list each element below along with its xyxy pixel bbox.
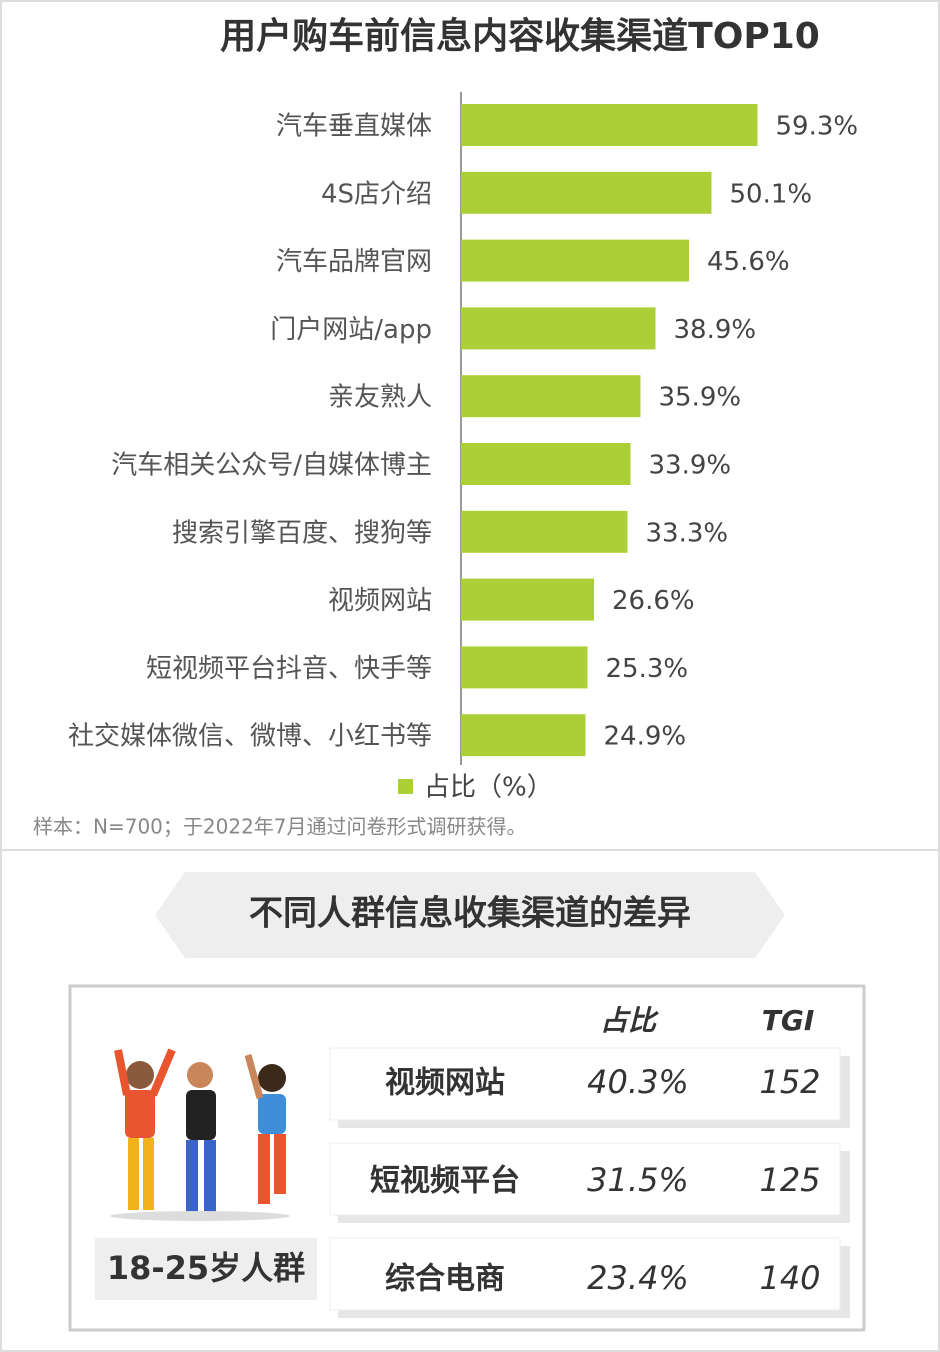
bar bbox=[461, 375, 641, 418]
row-box bbox=[329, 1142, 841, 1216]
value-label: 35.9% bbox=[659, 383, 742, 413]
category-label: 社交媒体微信、微博、小红书等 bbox=[68, 722, 432, 752]
bar bbox=[461, 443, 631, 485]
category-label: 视频网站 bbox=[328, 586, 432, 616]
note: 样本：N=700；于2022年7月通过问卷形式调研获得。 bbox=[33, 815, 527, 839]
group-box bbox=[95, 1238, 317, 1300]
row-tgi: 140 bbox=[759, 1259, 820, 1297]
category-label: 搜索引擎百度、搜狗等 bbox=[172, 518, 432, 548]
table-frame bbox=[68, 984, 866, 1332]
value-label: 50.1% bbox=[730, 179, 813, 209]
value-label: 33.3% bbox=[646, 518, 729, 548]
row-label: 短视频平台 bbox=[370, 1164, 520, 1199]
table-title: 不同人群信息收集渠道的差异 bbox=[249, 894, 691, 934]
banner bbox=[155, 872, 785, 958]
row-tgi: 125 bbox=[759, 1161, 820, 1199]
value-label: 33.9% bbox=[649, 451, 732, 481]
row-tgi: 152 bbox=[759, 1063, 820, 1101]
category-label: 短视频平台抖音、快手等 bbox=[146, 654, 432, 684]
value-label: 26.6% bbox=[612, 586, 695, 616]
value-label: 25.3% bbox=[606, 654, 689, 684]
category-label: 汽车垂直媒体 bbox=[276, 112, 432, 142]
value-label: 24.9% bbox=[604, 722, 687, 752]
header: TGI bbox=[762, 1004, 815, 1037]
bar bbox=[461, 239, 689, 282]
row-box bbox=[329, 1047, 841, 1121]
illustration bbox=[110, 1048, 290, 1221]
chart-title: 用户购车前信息内容收集渠道TOP10 bbox=[220, 16, 820, 57]
category-label: 门户网站/app bbox=[270, 315, 432, 345]
bar bbox=[461, 646, 588, 689]
legend-label: 占比（%） bbox=[424, 773, 553, 803]
row-share: 40.3% bbox=[587, 1063, 689, 1101]
category-label: 汽车品牌官网 bbox=[276, 247, 432, 277]
bar bbox=[461, 510, 628, 553]
value-label: 45.6% bbox=[707, 247, 790, 277]
bar bbox=[461, 578, 594, 621]
group-label: 18-25岁人群 bbox=[107, 1249, 305, 1287]
value-label: 59.3% bbox=[776, 112, 859, 142]
row-label: 视频网站 bbox=[385, 1066, 505, 1101]
bar bbox=[461, 307, 656, 350]
value-label: 38.9% bbox=[674, 315, 757, 345]
bar bbox=[461, 171, 712, 214]
header: 占比 bbox=[600, 1004, 659, 1037]
row-box bbox=[329, 1237, 841, 1311]
category-label: 汽车相关公众号/自媒体博主 bbox=[111, 451, 432, 481]
category-label: 4S店介绍 bbox=[321, 179, 432, 209]
row-share: 23.4% bbox=[587, 1259, 689, 1297]
legend-swatch bbox=[398, 779, 413, 794]
category-label: 亲友熟人 bbox=[328, 383, 432, 413]
bar bbox=[461, 104, 758, 146]
row-share: 31.5% bbox=[587, 1161, 689, 1199]
bar bbox=[461, 714, 586, 757]
row-label: 综合电商 bbox=[385, 1262, 505, 1297]
